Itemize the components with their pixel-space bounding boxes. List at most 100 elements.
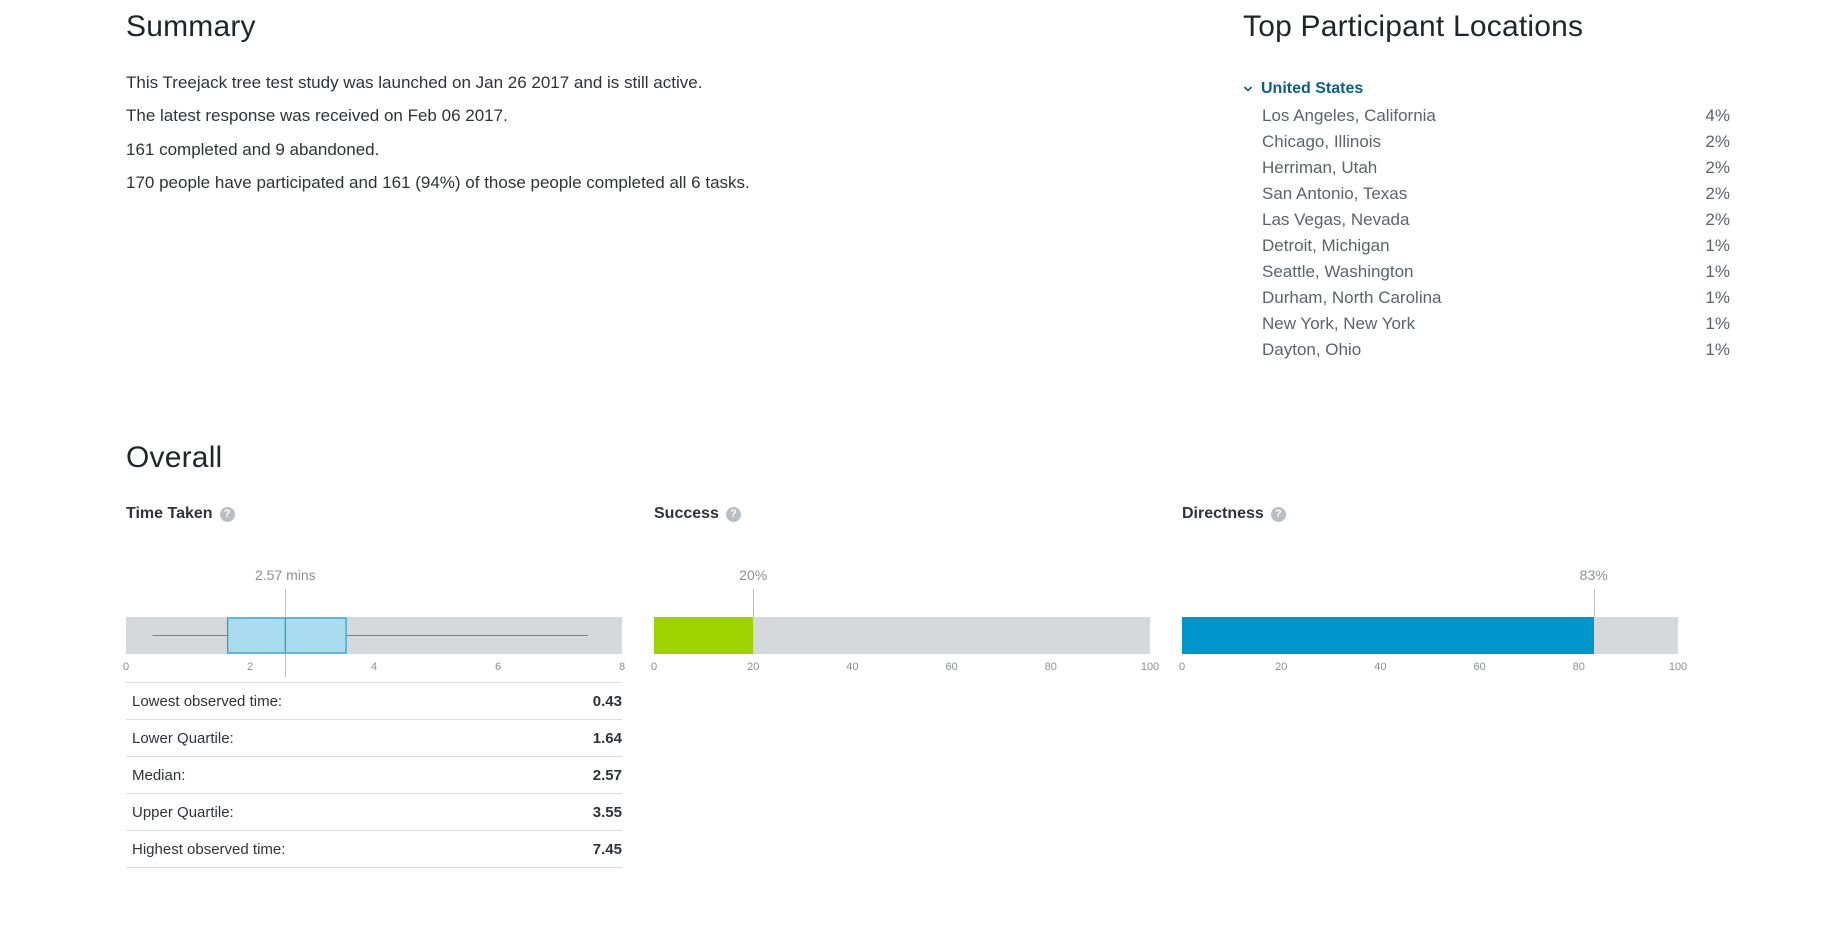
location-row: Detroit, Michigan 1% bbox=[1262, 233, 1730, 259]
location-percent: 4% bbox=[1705, 106, 1730, 125]
location-name: Los Angeles, California bbox=[1262, 106, 1436, 125]
stats-label: Lowest observed time: bbox=[132, 692, 283, 710]
location-list: Los Angeles, California 4% Chicago, Illino… bbox=[1262, 103, 1730, 365]
stats-value: 3.55 bbox=[592, 803, 622, 821]
axis-tick-label: 2 bbox=[246, 661, 254, 673]
location-row: Dayton, Ohio 1% bbox=[1262, 337, 1730, 363]
time-taken-title-row: Time Taken ? bbox=[126, 505, 235, 523]
location-row: New York, New York 1% bbox=[1262, 311, 1730, 337]
stats-row: Upper Quartile: 3.55 bbox=[126, 794, 622, 831]
stats-row: Lower Quartile: 1.64 bbox=[126, 720, 622, 757]
country-toggle-united-states[interactable]: United States bbox=[1243, 80, 1363, 98]
quartile-box bbox=[227, 617, 347, 654]
success-bar bbox=[654, 617, 754, 654]
axis-tick-label: 60 bbox=[945, 661, 958, 673]
location-percent: 2% bbox=[1705, 210, 1730, 229]
location-name: San Antonio, Texas bbox=[1262, 184, 1408, 203]
location-percent: 2% bbox=[1705, 158, 1730, 177]
success-marker-line bbox=[753, 589, 755, 617]
location-name: New York, New York bbox=[1262, 314, 1416, 333]
axis-tick-label: 100 bbox=[1668, 661, 1688, 673]
overall-section: Overall bbox=[126, 441, 222, 475]
location-percent: 1% bbox=[1705, 236, 1730, 255]
time-taken-chart: 2.57 mins 0 2 4 6 8 bbox=[122, 560, 626, 680]
location-percent: 1% bbox=[1705, 288, 1730, 307]
stats-row: Median: 2.57 bbox=[126, 757, 622, 794]
stats-label: Median: bbox=[132, 766, 186, 784]
stats-row: Highest observed time: 7.45 bbox=[126, 831, 622, 868]
axis-tick-label: 0 bbox=[650, 661, 658, 673]
help-icon[interactable]: ? bbox=[219, 506, 235, 522]
success-chart: 20% 0 20 40 60 80 100 bbox=[650, 560, 1159, 680]
axis-tick-label: 100 bbox=[1140, 661, 1160, 673]
stats-label: Highest observed time: bbox=[132, 840, 286, 858]
success-axis: 0 20 40 60 80 100 bbox=[650, 661, 1159, 675]
axis-tick-label: 40 bbox=[1374, 661, 1387, 673]
time-stats-table: Lowest observed time: 0.43 Lower Quartile:… bbox=[126, 682, 622, 868]
directness-bar bbox=[1182, 617, 1594, 654]
axis-tick-label: 80 bbox=[1572, 661, 1585, 673]
location-name: Seattle, Washington bbox=[1262, 262, 1414, 281]
axis-tick-label: 80 bbox=[1044, 661, 1057, 673]
location-row: Las Vegas, Nevada 2% bbox=[1262, 207, 1730, 233]
location-name: Detroit, Michigan bbox=[1262, 236, 1390, 255]
success-title-row: Success ? bbox=[654, 505, 741, 523]
location-name: Durham, North Carolina bbox=[1262, 288, 1442, 307]
help-icon[interactable]: ? bbox=[1270, 506, 1286, 522]
stats-value: 0.43 bbox=[592, 692, 622, 710]
location-percent: 2% bbox=[1705, 132, 1730, 151]
location-percent: 2% bbox=[1705, 184, 1730, 203]
axis-tick-label: 20 bbox=[747, 661, 760, 673]
directness-chart: 83% 0 20 40 60 80 100 bbox=[1178, 560, 1687, 680]
stats-value: 7.45 bbox=[592, 840, 622, 858]
chevron-down-icon bbox=[1243, 86, 1253, 92]
location-name: Dayton, Ohio bbox=[1262, 340, 1362, 359]
axis-tick-label: 4 bbox=[370, 661, 378, 673]
axis-tick-label: 0 bbox=[122, 661, 130, 673]
location-name: Chicago, Illinois bbox=[1262, 132, 1382, 151]
axis-tick-label: 20 bbox=[1275, 661, 1288, 673]
directness-title: Directness bbox=[1182, 505, 1264, 522]
time-taken-marker-label: 2.57 mins bbox=[254, 567, 316, 583]
summary-section: Summary bbox=[126, 10, 256, 44]
directness-title-row: Directness ? bbox=[1182, 505, 1286, 523]
locations-title: Top Participant Locations bbox=[1243, 10, 1584, 43]
overall-title: Overall bbox=[126, 441, 223, 474]
axis-tick-label: 0 bbox=[1178, 661, 1186, 673]
time-taken-boxplot bbox=[152, 617, 588, 654]
help-icon[interactable]: ? bbox=[725, 506, 741, 522]
directness-marker-line bbox=[1593, 589, 1595, 617]
summary-line-latest-response: The latest response was received on Feb … bbox=[126, 106, 508, 125]
location-percent: 1% bbox=[1705, 314, 1730, 333]
location-name: Herriman, Utah bbox=[1262, 158, 1378, 177]
directness-axis: 0 20 40 60 80 100 bbox=[1178, 661, 1687, 675]
locations-section: Top Participant Locations bbox=[1243, 10, 1583, 44]
stats-label: Upper Quartile: bbox=[132, 803, 234, 821]
location-row: Chicago, Illinois 2% bbox=[1262, 129, 1730, 155]
location-row: San Antonio, Texas 2% bbox=[1262, 181, 1730, 207]
location-name: Las Vegas, Nevada bbox=[1262, 210, 1410, 229]
location-row: Los Angeles, California 4% bbox=[1262, 103, 1730, 129]
stats-row: Lowest observed time: 0.43 bbox=[126, 683, 622, 720]
directness-marker-label: 83% bbox=[1579, 567, 1608, 583]
location-row: Seattle, Washington 1% bbox=[1262, 259, 1730, 285]
stats-value: 1.64 bbox=[592, 729, 622, 747]
summary-line-participated: 170 people have participated and 161 (94… bbox=[126, 173, 750, 192]
summary-line-launch: This Treejack tree test study was launch… bbox=[126, 73, 703, 92]
success-marker-label: 20% bbox=[739, 567, 768, 583]
location-percent: 1% bbox=[1705, 340, 1730, 359]
summary-title: Summary bbox=[126, 10, 256, 43]
axis-tick-label: 8 bbox=[618, 661, 626, 673]
summary-line-completed: 161 completed and 9 abandoned. bbox=[126, 140, 380, 159]
time-taken-title: Time Taken bbox=[126, 505, 213, 522]
stats-label: Lower Quartile: bbox=[132, 729, 234, 747]
axis-tick-label: 40 bbox=[846, 661, 859, 673]
axis-tick-label: 6 bbox=[494, 661, 502, 673]
country-label: United States bbox=[1261, 80, 1364, 97]
location-percent: 1% bbox=[1705, 262, 1730, 281]
time-taken-axis: 0 2 4 6 8 bbox=[122, 661, 626, 675]
success-title: Success bbox=[654, 505, 719, 522]
stats-value: 2.57 bbox=[592, 766, 622, 784]
location-row: Durham, North Carolina 1% bbox=[1262, 285, 1730, 311]
axis-tick-label: 60 bbox=[1473, 661, 1486, 673]
